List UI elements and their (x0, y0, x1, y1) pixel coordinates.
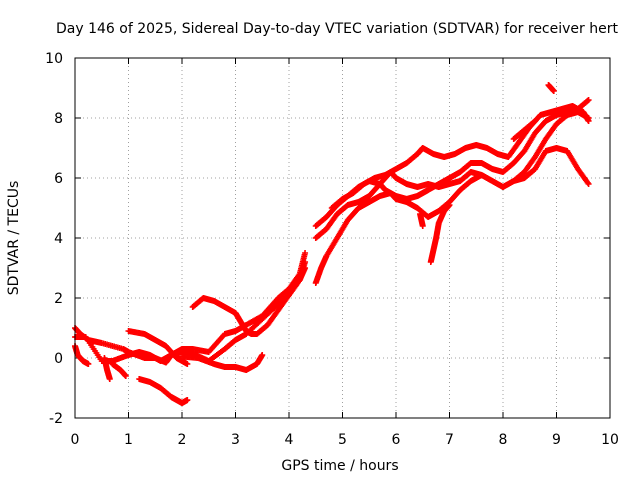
series-track-12 (312, 109, 592, 286)
x-tick-label: 8 (499, 432, 508, 448)
y-axis-label: SDTVAR / TECUs (6, 181, 22, 296)
x-tick-label: 4 (285, 432, 294, 448)
series-track-15 (427, 202, 453, 265)
data-point (419, 223, 426, 229)
data-point (446, 202, 453, 208)
grid (75, 58, 610, 418)
data-point (585, 181, 592, 187)
series-track-17 (545, 82, 557, 94)
data-point (184, 397, 191, 403)
data-point (85, 361, 92, 367)
chart-title: Day 146 of 2025, Sidereal Day-to-day VTE… (56, 21, 618, 37)
y-tick-label: -2 (49, 411, 63, 427)
x-tick-label: 0 (71, 432, 80, 448)
data-point (302, 250, 309, 256)
series-track-8 (189, 265, 309, 337)
data-point (302, 259, 309, 265)
series-track-7 (136, 376, 191, 406)
data-point (122, 373, 129, 379)
data-point (585, 97, 592, 103)
x-tick-label: 7 (445, 432, 454, 448)
series-track-5 (109, 361, 129, 379)
y-tick-label: 8 (54, 111, 63, 127)
data-points (72, 82, 592, 406)
data-point (532, 118, 539, 124)
x-tick-label: 9 (552, 432, 561, 448)
data-point (302, 265, 309, 271)
x-tick-label: 6 (392, 432, 401, 448)
data-point (259, 352, 266, 358)
axis-ticks: 0 1 2 3 4 5 6 7 8 9 10 -2 0 2 4 6 8 10 (45, 51, 619, 448)
series-track-14 (417, 211, 426, 229)
y-tick-label: 6 (54, 171, 63, 187)
y-tick-label: 0 (54, 351, 63, 367)
data-point (550, 88, 557, 94)
y-tick-label: 10 (45, 51, 63, 67)
series-track-4 (101, 355, 113, 382)
x-tick-label: 5 (338, 432, 347, 448)
data-point (106, 376, 113, 382)
series-track-6 (125, 328, 191, 367)
plot-frame (74, 57, 611, 419)
series-track-16 (510, 118, 539, 142)
y-tick-label: 4 (54, 231, 63, 247)
x-tick-label: 1 (124, 432, 133, 448)
data-point (184, 361, 191, 367)
x-tick-label: 3 (231, 432, 240, 448)
x-tick-label: 10 (601, 432, 619, 448)
series-track-9 (179, 352, 266, 373)
data-point (585, 118, 592, 124)
x-axis-label: GPS time / hours (281, 458, 398, 474)
y-tick-label: 2 (54, 291, 63, 307)
x-tick-label: 2 (178, 432, 187, 448)
